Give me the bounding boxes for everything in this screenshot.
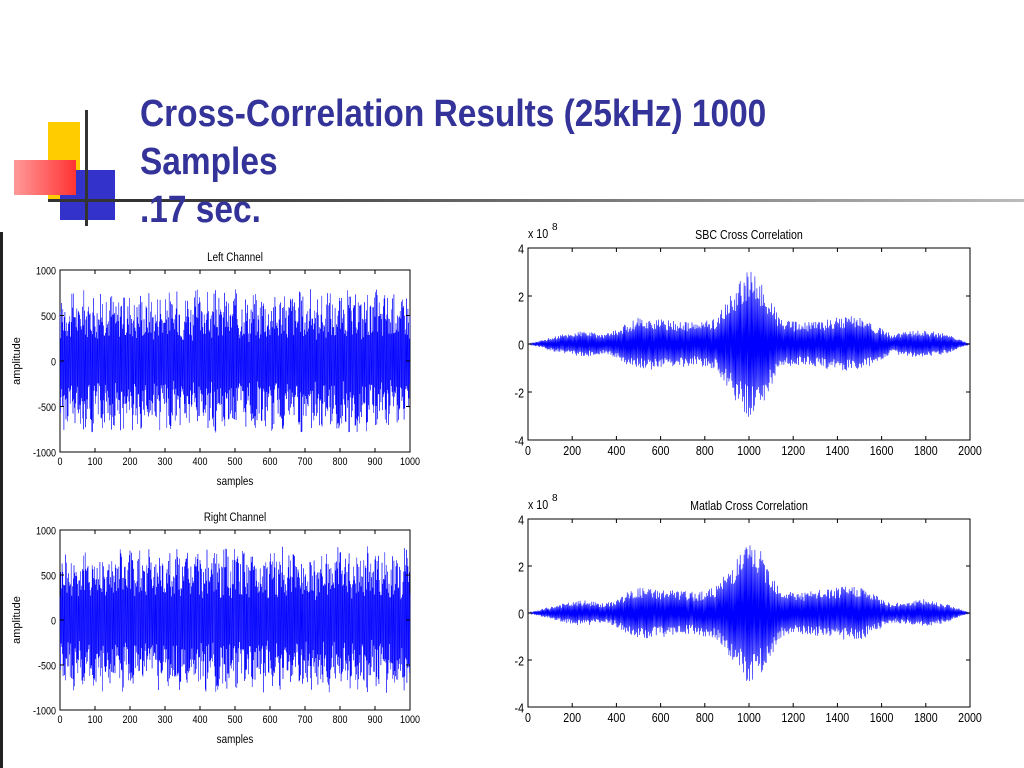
- chart-sbc-cross-correlation: 0 200 400 600 800 1000 1200 1400 1600 1800 2000 4 2 0…: [515, 222, 983, 458]
- x-tick-label: 1600: [870, 710, 894, 725]
- scale-factor-exponent: 8: [552, 493, 558, 504]
- x-tick-label: 400: [608, 710, 626, 725]
- signal-trace: [59, 546, 411, 693]
- x-tick-label: 600: [262, 456, 277, 468]
- x-tick-label: 300: [157, 456, 172, 468]
- x-tick-label: 800: [332, 714, 347, 726]
- x-tick-label: 1400: [826, 443, 850, 458]
- y-tick-label: 0: [518, 606, 524, 621]
- chart-title: Right Channel: [204, 511, 266, 524]
- vertical-rule: [85, 110, 88, 226]
- x-tick-label: 200: [122, 714, 137, 726]
- x-tick-label: 500: [227, 456, 242, 468]
- x-tick-label: 200: [563, 710, 581, 725]
- y-tick-label: 2: [518, 559, 524, 574]
- x-tick-label: 1000: [400, 714, 420, 726]
- x-tick-label: 0: [57, 456, 62, 468]
- x-tick-label: 100: [87, 456, 102, 468]
- x-tick-label: 2000: [958, 710, 982, 725]
- x-tick-label: 1400: [826, 710, 850, 725]
- x-tick-label: 100: [87, 714, 102, 726]
- chart-title: SBC Cross Correlation: [695, 227, 803, 242]
- x-tick-label: 800: [696, 443, 714, 458]
- x-tick-label: 200: [122, 456, 137, 468]
- y-tick-label: -2: [515, 385, 524, 400]
- x-tick-label: 700: [297, 714, 312, 726]
- x-tick-label: 400: [192, 456, 207, 468]
- signal-trace: [59, 289, 411, 433]
- y-tick-label: 2: [518, 289, 524, 304]
- x-tick-label: 400: [608, 443, 626, 458]
- x-tick-label: 600: [652, 443, 670, 458]
- x-tick-label: 200: [563, 443, 581, 458]
- x-tick-label: 1200: [781, 443, 805, 458]
- x-tick-label: 1600: [870, 443, 894, 458]
- y-tick-label: 0: [51, 357, 56, 369]
- x-axis-label: samples: [217, 475, 254, 488]
- x-tick-label: 0: [525, 710, 531, 725]
- y-tick-label: 0: [51, 616, 56, 628]
- y-tick-label: -500: [38, 402, 56, 414]
- left-edge-line: [0, 232, 3, 768]
- x-tick-label: 1000: [737, 710, 761, 725]
- x-tick-label: 1200: [781, 710, 805, 725]
- slide-title-line1: Cross-Correlation Results (25kHz) 1000 S…: [140, 93, 767, 183]
- scale-factor-base: x 10: [528, 226, 548, 241]
- slide-title-line2: .17 sec.: [140, 189, 261, 231]
- y-tick-label: -1000: [33, 706, 56, 718]
- y-tick-label: 0: [518, 337, 524, 352]
- y-tick-label: 1000: [36, 526, 56, 538]
- scale-factor-base: x 10: [528, 497, 548, 512]
- x-tick-label: 900: [367, 456, 382, 468]
- x-tick-label: 800: [332, 456, 347, 468]
- y-tick-label: -4: [515, 700, 525, 715]
- chart-title: Left Channel: [207, 251, 263, 264]
- y-tick-label: 500: [41, 571, 56, 583]
- x-tick-label: 800: [696, 710, 714, 725]
- x-tick-label: 400: [192, 714, 207, 726]
- horizontal-rule: [48, 199, 1024, 202]
- x-tick-label: 2000: [958, 443, 982, 458]
- x-tick-label: 1800: [914, 710, 938, 725]
- x-tick-label: 0: [525, 443, 531, 458]
- y-tick-label: -2: [515, 653, 524, 668]
- x-tick-label: 600: [262, 714, 277, 726]
- x-tick-label: 500: [227, 714, 242, 726]
- y-tick-label: 1000: [36, 266, 56, 278]
- x-tick-label: 300: [157, 714, 172, 726]
- x-tick-label: 600: [652, 710, 670, 725]
- y-tick-label: -1000: [33, 448, 56, 460]
- x-tick-label: 1800: [914, 443, 938, 458]
- y-tick-label: 4: [518, 512, 524, 527]
- chart-title: Matlab Cross Correlation: [690, 498, 808, 513]
- red-square: [14, 160, 76, 195]
- x-tick-label: 1000: [400, 456, 420, 468]
- correlation-trace: [527, 271, 971, 417]
- y-tick-label: -500: [38, 661, 56, 673]
- chart-matlab-cross-correlation: 0 200 400 600 800 1000 1200 1400 1600 1800 2000 4 2 0…: [515, 493, 983, 725]
- y-axis-label: amplitude: [11, 596, 23, 644]
- y-tick-label: -4: [515, 433, 525, 448]
- x-tick-label: 0: [57, 714, 62, 726]
- x-tick-label: 900: [367, 714, 382, 726]
- slide-title: Cross-Correlation Results (25kHz) 1000 S…: [140, 90, 906, 234]
- x-tick-label: 1000: [737, 443, 761, 458]
- scale-factor-exponent: 8: [552, 222, 558, 233]
- y-tick-label: 500: [41, 311, 56, 323]
- chart-right-channel: 0 100 200 300 400 500 600 700 800 900 1000 1000 500 0…: [11, 511, 420, 746]
- chart-left-channel: 0 100 200 300 400 500 600 700 800 900 1000 1000 500 0…: [11, 251, 420, 488]
- y-axis-label: amplitude: [11, 337, 23, 385]
- x-axis-label: samples: [217, 733, 254, 746]
- y-tick-label: 4: [518, 241, 524, 256]
- correlation-trace: [527, 545, 971, 682]
- x-tick-label: 700: [297, 456, 312, 468]
